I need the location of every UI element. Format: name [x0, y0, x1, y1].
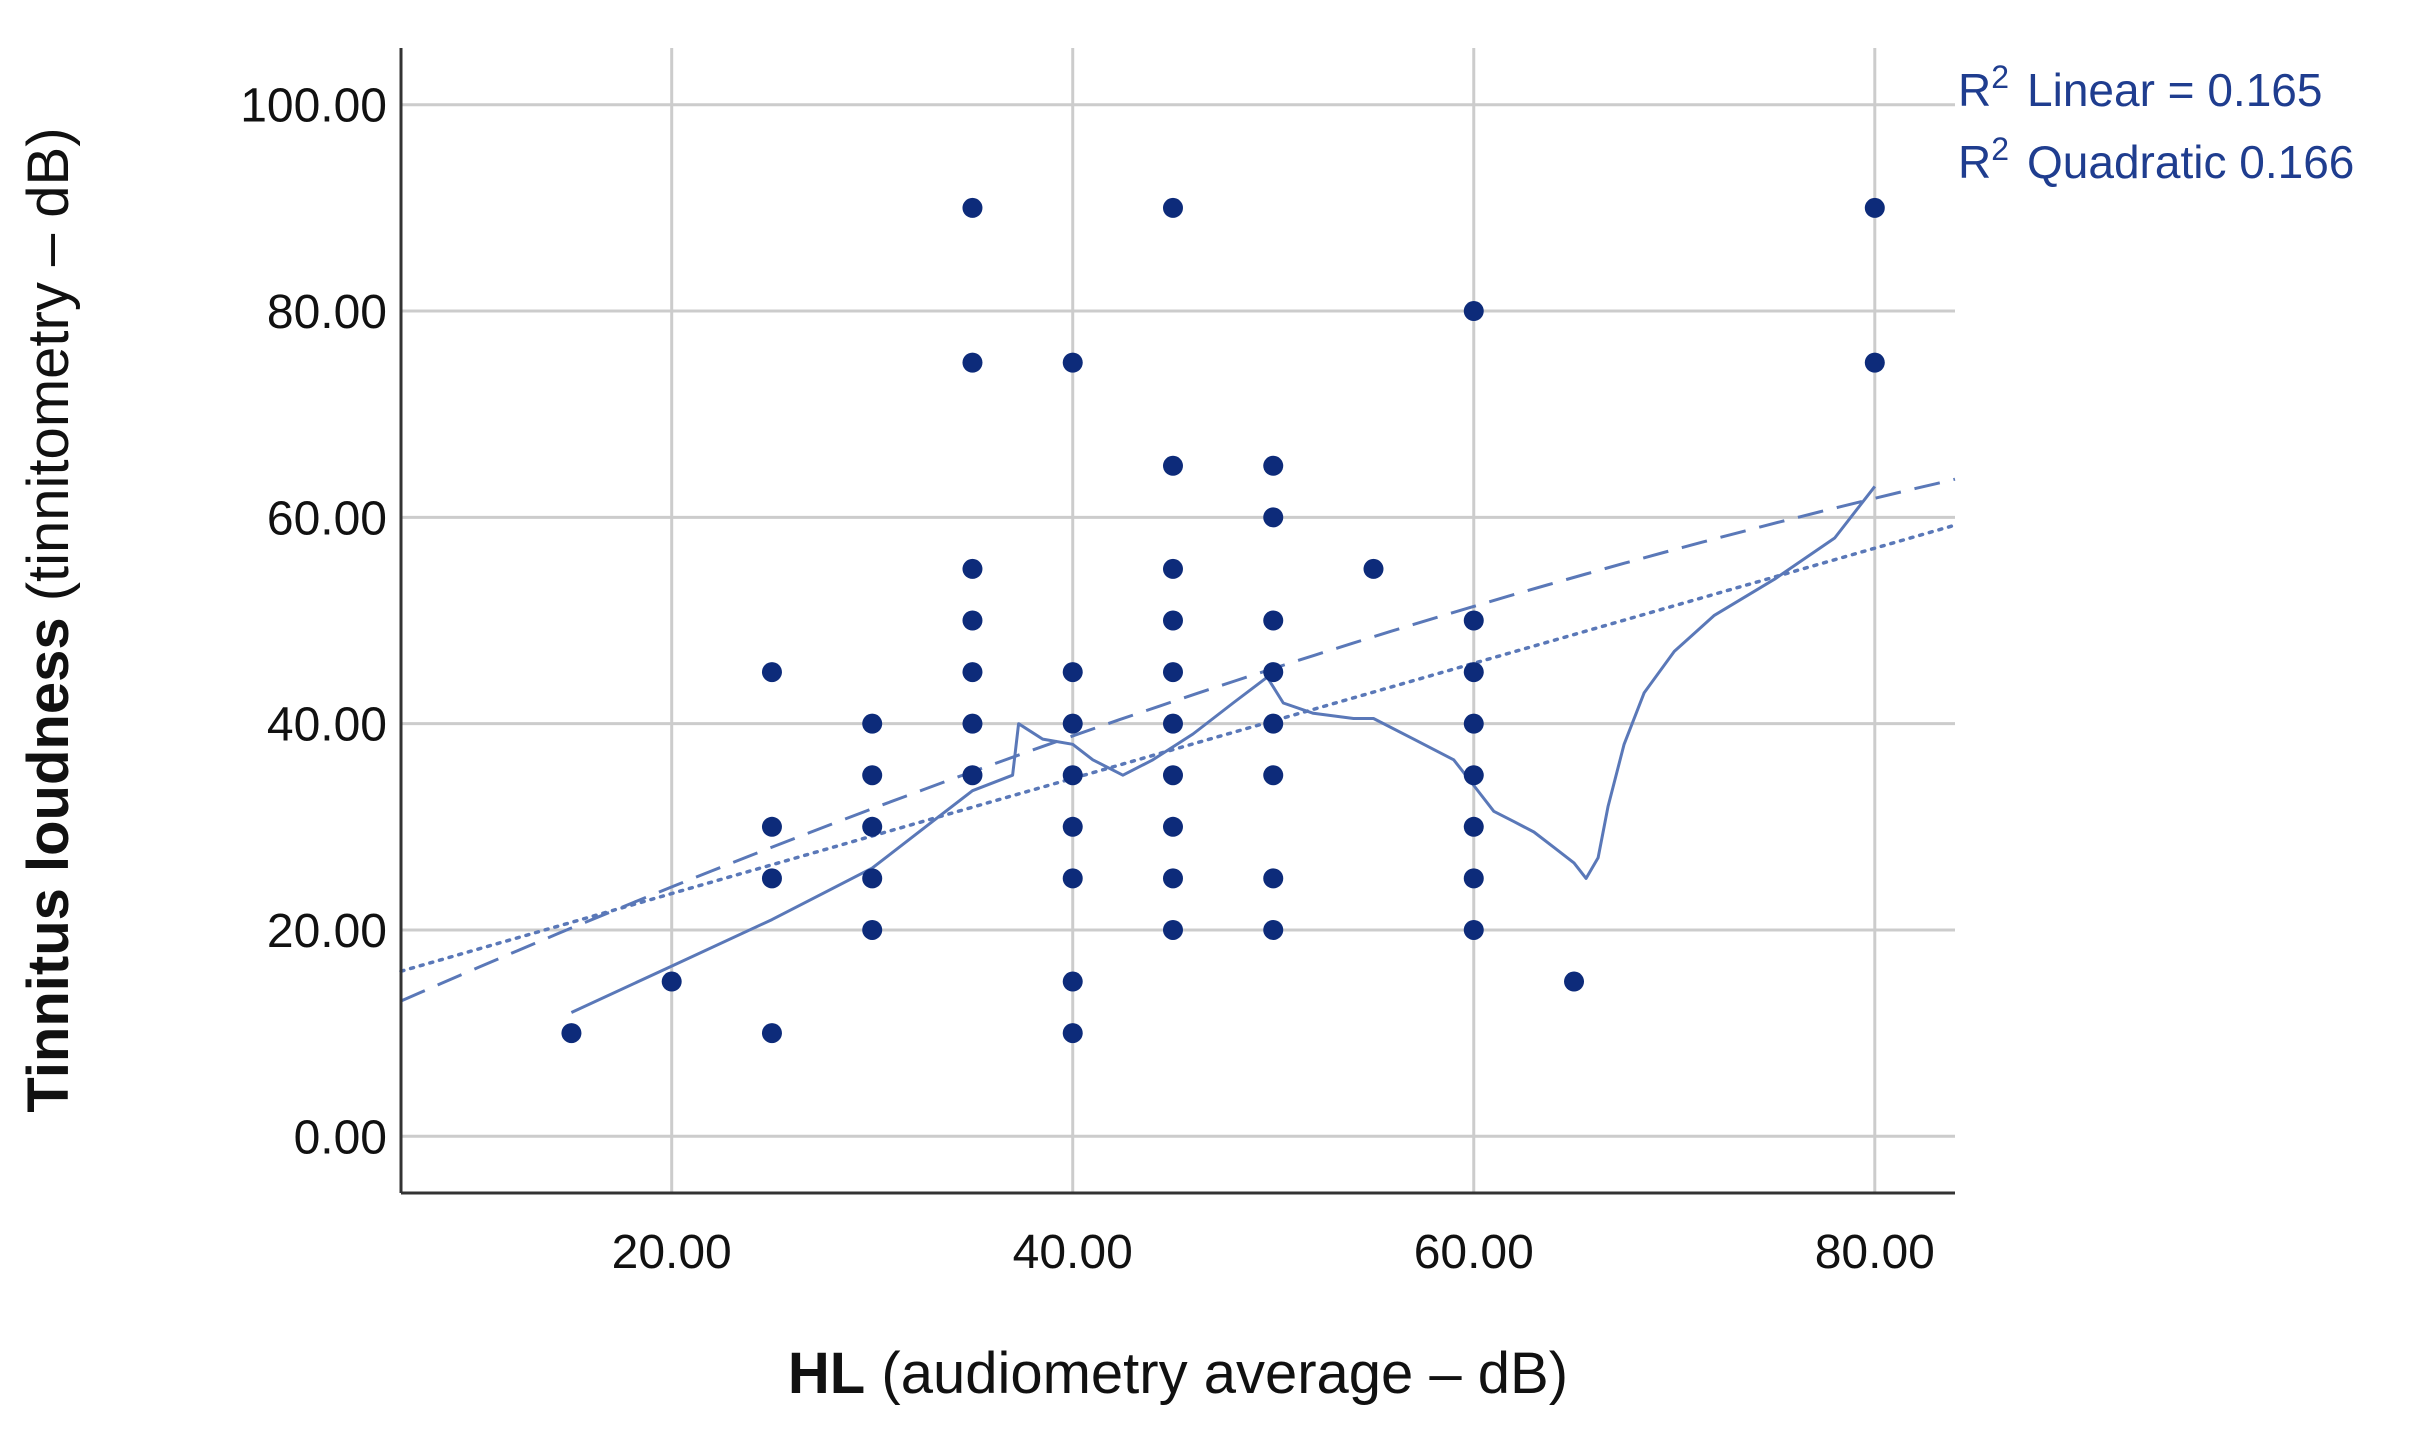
- data-point: [962, 558, 983, 579]
- x-tick-label: 40.00: [1013, 1226, 1133, 1279]
- x-axis-title-bold: HL: [788, 1341, 865, 1406]
- legend-linear-sup: 2: [1991, 59, 2009, 95]
- data-point: [1062, 1023, 1083, 1044]
- data-point: [962, 713, 983, 734]
- legend-linear-r: R: [1958, 64, 1991, 116]
- data-point: [1062, 662, 1083, 683]
- data-point: [1062, 868, 1083, 889]
- data-point: [1263, 507, 1284, 528]
- y-tick-label: 20.00: [267, 905, 387, 958]
- data-point: [1162, 868, 1183, 889]
- x-axis-title: HL (audiometry average – dB): [788, 1341, 1568, 1406]
- legend-linear-text: Linear = 0.165: [2027, 64, 2322, 116]
- data-point: [962, 352, 983, 373]
- data-point: [1564, 971, 1585, 992]
- data-points: [561, 197, 1885, 1044]
- data-point: [1162, 816, 1183, 837]
- data-point: [1463, 301, 1484, 322]
- data-point: [1062, 971, 1083, 992]
- tick-labels: 20.00 40.00 60.00 80.00 0.00 20.00 40.00 60.00 8…: [240, 80, 1935, 1279]
- data-point: [1363, 558, 1384, 579]
- data-point: [962, 197, 983, 218]
- data-point: [1162, 765, 1183, 786]
- data-point: [1162, 919, 1183, 940]
- data-point: [1062, 765, 1083, 786]
- data-point: [1062, 713, 1083, 734]
- data-point: [962, 662, 983, 683]
- data-point: [962, 765, 983, 786]
- data-point: [1263, 868, 1284, 889]
- data-point: [862, 919, 883, 940]
- data-point: [1864, 197, 1885, 218]
- data-point: [1162, 197, 1183, 218]
- data-point: [1263, 662, 1284, 683]
- data-point: [761, 816, 782, 837]
- data-point: [1162, 558, 1183, 579]
- legend-quadratic: R2 Quadratic 0.166: [1958, 131, 2354, 188]
- loess-fit-line: [570, 485, 1876, 1014]
- fit-lines: [399, 477, 1957, 1014]
- quadratic-fit-line: [400, 477, 1956, 1003]
- legend-quadratic-text: Quadratic 0.166: [2027, 136, 2354, 188]
- data-point: [1263, 919, 1284, 940]
- data-point: [1062, 352, 1083, 373]
- data-point: [1162, 455, 1183, 476]
- legend-quadratic-sup: 2: [1991, 131, 2009, 167]
- data-point: [1263, 610, 1284, 631]
- data-point: [1463, 816, 1484, 837]
- axes: [399, 48, 1955, 1195]
- x-tick-label: 80.00: [1815, 1226, 1935, 1279]
- x-tick-label: 60.00: [1414, 1226, 1534, 1279]
- y-axis-title-rest: (tinnitometry – dB): [16, 127, 81, 601]
- data-point: [862, 816, 883, 837]
- data-point: [1864, 352, 1885, 373]
- data-point: [1463, 662, 1484, 683]
- data-point: [1463, 868, 1484, 889]
- data-point: [1263, 713, 1284, 734]
- data-point: [1062, 816, 1083, 837]
- legend-linear: R2 Linear = 0.165: [1958, 59, 2322, 116]
- data-point: [661, 971, 682, 992]
- data-point: [862, 713, 883, 734]
- data-point: [862, 765, 883, 786]
- y-tick-label: 80.00: [267, 286, 387, 339]
- legend: R2 Linear = 0.165 R2 Quadratic 0.166: [1958, 59, 2354, 188]
- x-axis-title-rest: (audiometry average – dB): [881, 1341, 1568, 1406]
- y-tick-label: 60.00: [267, 492, 387, 545]
- data-point: [1263, 455, 1284, 476]
- data-point: [761, 1023, 782, 1044]
- y-tick-label: 0.00: [294, 1111, 387, 1164]
- data-point: [761, 868, 782, 889]
- data-point: [1463, 610, 1484, 631]
- data-point: [761, 662, 782, 683]
- legend-quadratic-r: R: [1958, 136, 1991, 188]
- data-point: [561, 1023, 582, 1044]
- data-point: [1162, 713, 1183, 734]
- y-axis-title: Tinnitus loudness (tinnitometry – dB): [16, 127, 81, 1112]
- data-point: [862, 868, 883, 889]
- x-tick-label: 20.00: [612, 1226, 732, 1279]
- y-axis-title-bold: Tinnitus loudness: [16, 617, 81, 1112]
- data-point: [1263, 765, 1284, 786]
- data-point: [1463, 765, 1484, 786]
- data-point: [1463, 919, 1484, 940]
- linear-fit-line: [399, 523, 1957, 974]
- data-point: [962, 610, 983, 631]
- data-point: [1162, 610, 1183, 631]
- y-tick-label: 40.00: [267, 699, 387, 752]
- y-tick-label: 100.00: [240, 80, 387, 133]
- data-point: [1162, 662, 1183, 683]
- data-point: [1463, 713, 1484, 734]
